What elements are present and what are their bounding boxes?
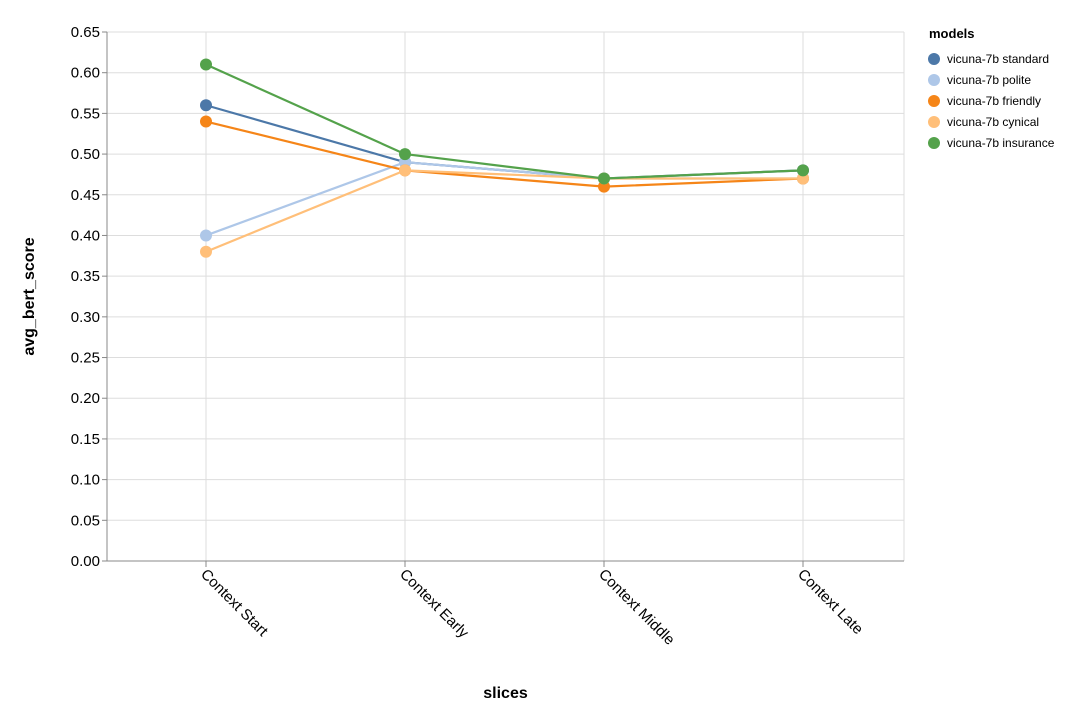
legend-label: vicuna-7b standard <box>947 52 1049 66</box>
y-tick-label: 0.05 <box>71 512 100 529</box>
series-vicuna-7b-polite <box>200 156 809 242</box>
legend-item[interactable]: vicuna-7b cynical <box>928 115 1039 129</box>
y-tick-label: 0.40 <box>71 227 100 244</box>
data-point[interactable] <box>200 58 212 71</box>
series-line <box>205 104 804 180</box>
y-tick-label: 0.10 <box>71 472 100 489</box>
x-tick-label: Context Late <box>794 566 866 638</box>
series-line <box>205 169 803 253</box>
series-line <box>205 120 804 188</box>
legend-item[interactable]: vicuna-7b standard <box>928 52 1049 66</box>
y-tick-label: 0.45 <box>71 187 100 204</box>
y-tick-label: 0.35 <box>71 268 100 285</box>
data-point[interactable] <box>399 148 411 161</box>
legend-item[interactable]: vicuna-7b polite <box>928 73 1031 87</box>
x-axis-title: slices <box>483 685 528 702</box>
y-tick-label: 0.25 <box>71 350 100 367</box>
y-tick-label: 0.00 <box>71 553 100 570</box>
data-point[interactable] <box>200 115 212 128</box>
y-tick-label: 0.60 <box>71 65 100 82</box>
y-axis-title: avg_bert_score <box>21 237 38 355</box>
y-tick-label: 0.20 <box>71 390 100 407</box>
series-vicuna-7b-insurance <box>200 58 809 185</box>
series-group <box>200 58 809 258</box>
legend-swatch <box>928 95 940 107</box>
y-tick-label: 0.30 <box>71 309 100 326</box>
legend-swatch <box>928 53 940 65</box>
data-point[interactable] <box>797 164 809 177</box>
x-tick-label: Context Middle <box>595 566 678 649</box>
axes: 0.00 0.05 0.10 0.15 0.20 0.25 0.30 0.35 0.40 0.45… <box>71 24 904 649</box>
legend-item[interactable]: vicuna-7b friendly <box>928 94 1041 108</box>
data-point[interactable] <box>200 229 212 242</box>
legend: models vicuna-7b standard vicuna-7b polit… <box>928 26 1055 150</box>
legend-swatch <box>928 116 940 128</box>
y-tick-label: 0.50 <box>71 146 100 163</box>
legend-title: models <box>929 26 975 41</box>
y-tick-label: 0.65 <box>71 24 100 41</box>
x-tick-label: Context Early <box>396 566 472 642</box>
legend-label: vicuna-7b friendly <box>947 94 1041 108</box>
y-tick-label: 0.55 <box>71 105 100 122</box>
legend-swatch <box>928 74 940 86</box>
legend-label: vicuna-7b insurance <box>947 136 1055 150</box>
legend-item[interactable]: vicuna-7b insurance <box>928 136 1055 150</box>
legend-label: vicuna-7b cynical <box>947 115 1039 129</box>
series-line <box>205 63 804 180</box>
data-point[interactable] <box>598 172 610 185</box>
data-point[interactable] <box>200 99 212 112</box>
data-point[interactable] <box>399 164 411 177</box>
y-tick-label: 0.15 <box>71 431 100 448</box>
legend-swatch <box>928 137 940 149</box>
x-tick-label: Context Start <box>197 566 272 641</box>
grid <box>107 31 905 562</box>
legend-label: vicuna-7b polite <box>947 73 1031 87</box>
data-point[interactable] <box>200 245 212 258</box>
